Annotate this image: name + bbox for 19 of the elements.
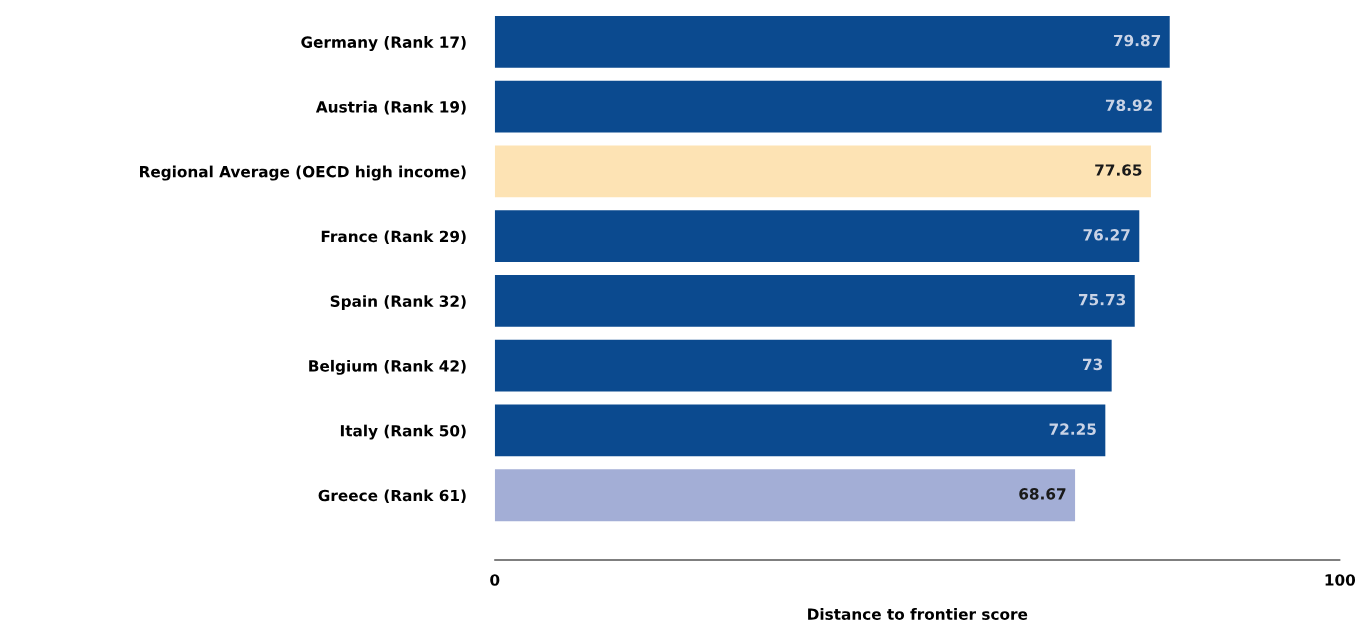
y-tick-label: Austria (Rank 19) [315, 100, 466, 115]
data-label: 77.65 [1095, 164, 1142, 176]
y-tick-label: Greece (Rank 61) [318, 489, 466, 504]
x-tick-label: 0 [490, 574, 500, 586]
y-tick-label: Regional Average (OECD high income) [140, 165, 466, 181]
y-tick-label: Belgium (Rank 42) [309, 359, 466, 375]
data-label: 78.92 [1105, 99, 1152, 112]
data-label: 73 [1082, 358, 1102, 371]
y-tick-label: Spain (Rank 32) [330, 295, 466, 310]
data-label: 75.73 [1078, 293, 1126, 306]
data-label: 72.25 [1049, 423, 1096, 435]
y-tick-label: Germany (Rank 17) [301, 36, 466, 51]
x-axis-title: Distance to frontier score [808, 608, 1028, 620]
data-label: 68.67 [1019, 488, 1066, 500]
y-tick-label: Italy (Rank 50) [340, 424, 466, 440]
x-tick-label: 100 [1325, 574, 1356, 586]
y-tick-label: France (Rank 29) [321, 230, 466, 244]
data-label: 79.87 [1113, 34, 1161, 47]
data-label: 76.27 [1083, 229, 1130, 241]
